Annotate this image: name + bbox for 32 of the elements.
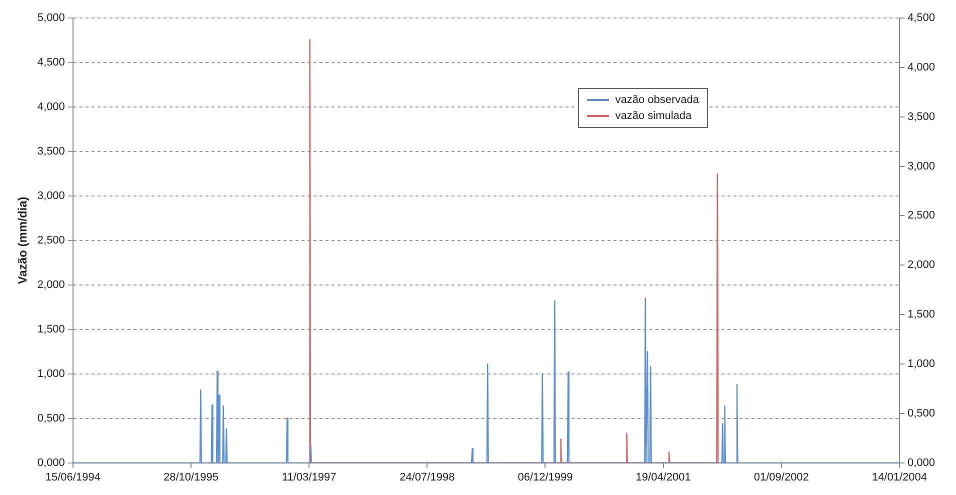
y-tick-label: 4,500 [37, 56, 65, 69]
y-tick-label: 1,500 [37, 323, 65, 336]
y2-tick-label: 3,500 [907, 110, 936, 123]
y2-tick-label: 0,000 [907, 456, 936, 469]
y2-tick-label: 3,000 [907, 160, 936, 172]
y-tick-label: 4,000 [37, 100, 65, 113]
y2-tick-label: 1,000 [907, 358, 936, 370]
y2-tick-label: 4,500 [907, 12, 936, 24]
x-tick-label: 11/03/1997 [282, 471, 336, 484]
y2-tick-label: 4,000 [907, 61, 936, 74]
y-axis-title: Vazão (mm/dia) [16, 196, 30, 284]
x-tick-label: 19/04/2001 [636, 471, 691, 484]
y-tick-label: 1,000 [37, 368, 65, 380]
y-tick-label: 5,000 [37, 12, 65, 24]
y-tick-label: 2,000 [37, 278, 65, 291]
y-tick-label: 3,500 [37, 145, 65, 158]
y2-tick-label: 2,000 [907, 259, 936, 272]
y2-tick-label: 0,500 [907, 407, 936, 420]
x-tick-label: 06/12/1999 [518, 471, 573, 484]
y2-tick-label: 2,500 [907, 210, 936, 222]
legend-label: vazão observada [615, 93, 699, 108]
y-tick-label: 3,000 [37, 190, 65, 202]
y2-tick-label: 1,500 [907, 308, 936, 321]
legend-label: vazão simulada [615, 109, 692, 124]
y-tick-label: 0,500 [37, 412, 65, 424]
x-tick-label: 28/10/1995 [163, 471, 219, 484]
x-tick-label: 01/09/2002 [754, 471, 809, 484]
y-tick-label: 0,000 [37, 456, 65, 469]
x-tick-label: 14/01/2004 [872, 471, 928, 484]
y-tick-label: 2,500 [37, 234, 65, 246]
x-tick-label: 15/06/1994 [45, 471, 100, 484]
x-tick-label: 24/07/1998 [400, 471, 455, 484]
